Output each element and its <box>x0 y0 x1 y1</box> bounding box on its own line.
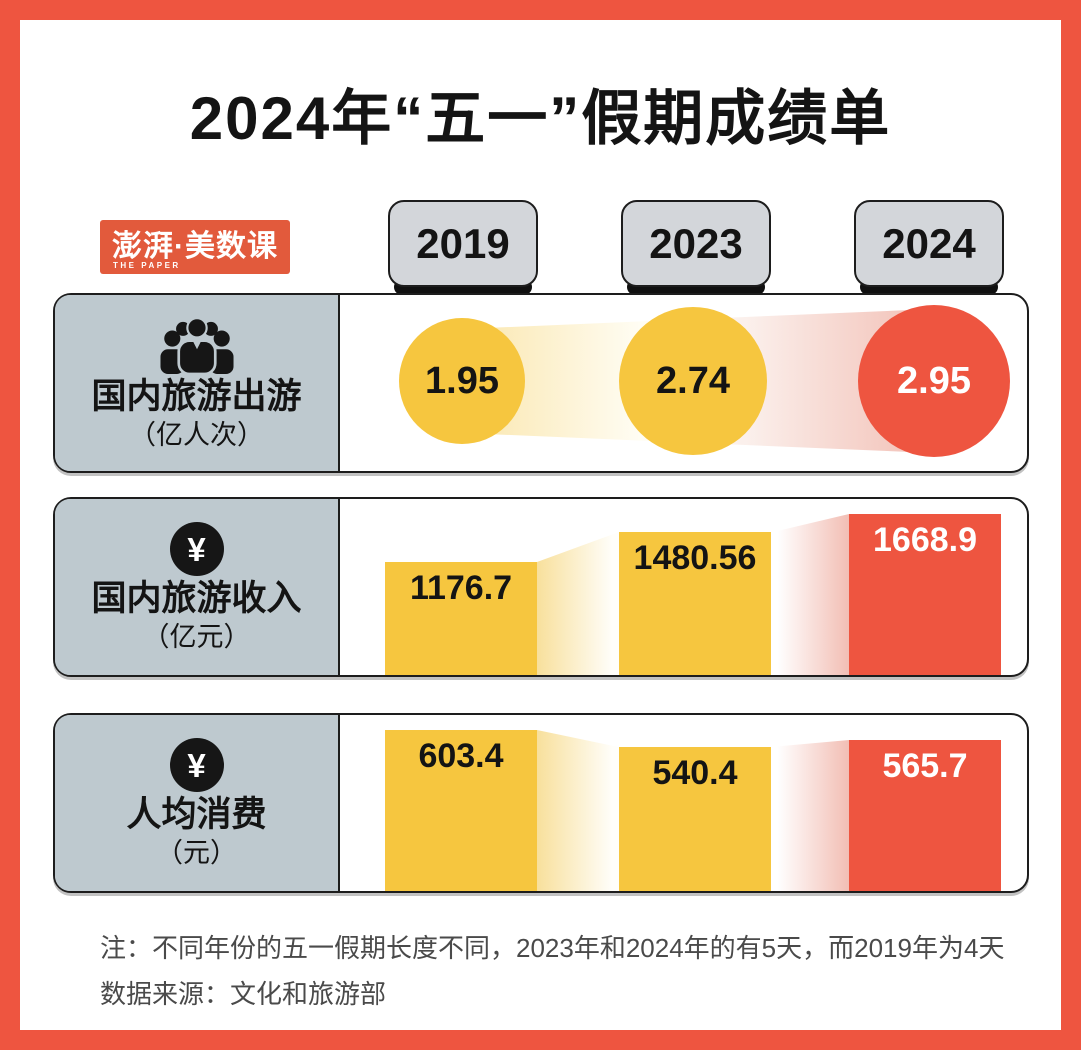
data-circle-2019: 1.95 <box>399 318 525 444</box>
row-chart-area: 1176.7 1480.56 1668.9 <box>342 499 1027 675</box>
data-circle-2023: 2.74 <box>619 307 767 455</box>
year-tab-label: 2023 <box>621 200 771 287</box>
brand-logo-subtext: THE PAPER <box>113 261 181 270</box>
row-per-capita-spending: ¥ 人均消费 （元） 603.4 540.4 565.7 <box>53 713 1029 893</box>
data-bar-value: 1480.56 <box>633 539 757 577</box>
row-label-panel: 国内旅游出游 （亿人次） <box>55 295 340 471</box>
data-circle-value: 2.95 <box>897 359 971 402</box>
brand-logo: 澎湃·美数课 THE PAPER <box>100 220 290 274</box>
year-tab-2023: 2023 <box>621 200 771 295</box>
bar-connector <box>771 514 849 675</box>
bar-connector <box>537 730 619 891</box>
brand-logo-text: 澎湃·美数课 <box>112 230 278 263</box>
data-circle-2024: 2.95 <box>858 305 1010 457</box>
data-circle-value: 1.95 <box>425 359 499 402</box>
data-bar-2024: 565.7 <box>849 740 1001 891</box>
year-tab-label: 2024 <box>854 200 1004 287</box>
row-title: 国内旅游出游 <box>91 377 302 417</box>
bar-connector <box>537 532 619 675</box>
data-circle-value: 2.74 <box>656 359 730 402</box>
row-unit: （元） <box>156 838 237 869</box>
footnote: 注：不同年份的五一假期长度不同，2023年和2024年的有5天，而2019年为4… <box>100 933 1005 963</box>
page-title: 2024年“五一”假期成绩单 <box>189 85 892 152</box>
year-tab-label: 2019 <box>388 200 538 287</box>
data-bar-2023: 1480.56 <box>619 532 771 675</box>
data-bar-value: 603.4 <box>418 737 504 775</box>
bar-connector <box>771 740 849 891</box>
data-bar-value: 1176.7 <box>409 569 513 607</box>
row-label-panel: ¥ 国内旅游收入 （亿元） <box>55 499 340 675</box>
data-bar-2019: 1176.7 <box>385 562 537 675</box>
row-title: 国内旅游收入 <box>91 579 302 619</box>
row-unit: （亿元） <box>142 622 251 653</box>
row-tourism-revenue: ¥ 国内旅游收入 （亿元） 1176.7 1480.56 1668.9 <box>53 497 1029 677</box>
row-label-panel: ¥ 人均消费 （元） <box>55 715 340 891</box>
row-domestic-trips: 国内旅游出游 （亿人次） 1.95 2.74 2.95 <box>53 293 1029 473</box>
year-tab-2019: 2019 <box>388 200 538 295</box>
data-bar-2023: 540.4 <box>619 747 771 891</box>
data-bar-value: 540.4 <box>652 754 738 792</box>
year-tab-2024: 2024 <box>854 200 1004 295</box>
data-bar-value: 565.7 <box>882 747 968 785</box>
row-chart-area: 603.4 540.4 565.7 <box>342 715 1027 891</box>
data-source: 数据来源：文化和旅游部 <box>100 979 387 1009</box>
row-unit: （亿人次） <box>129 420 264 451</box>
data-bar-2024: 1668.9 <box>849 514 1001 675</box>
data-bar-2019: 603.4 <box>385 730 537 891</box>
row-chart-area: 1.95 2.74 2.95 <box>342 295 1027 471</box>
data-bar-value: 1668.9 <box>873 521 977 559</box>
row-title: 人均消费 <box>126 795 267 835</box>
people-icon <box>159 317 234 375</box>
yen-icon: ¥ <box>169 522 224 577</box>
yen-icon: ¥ <box>169 738 224 793</box>
